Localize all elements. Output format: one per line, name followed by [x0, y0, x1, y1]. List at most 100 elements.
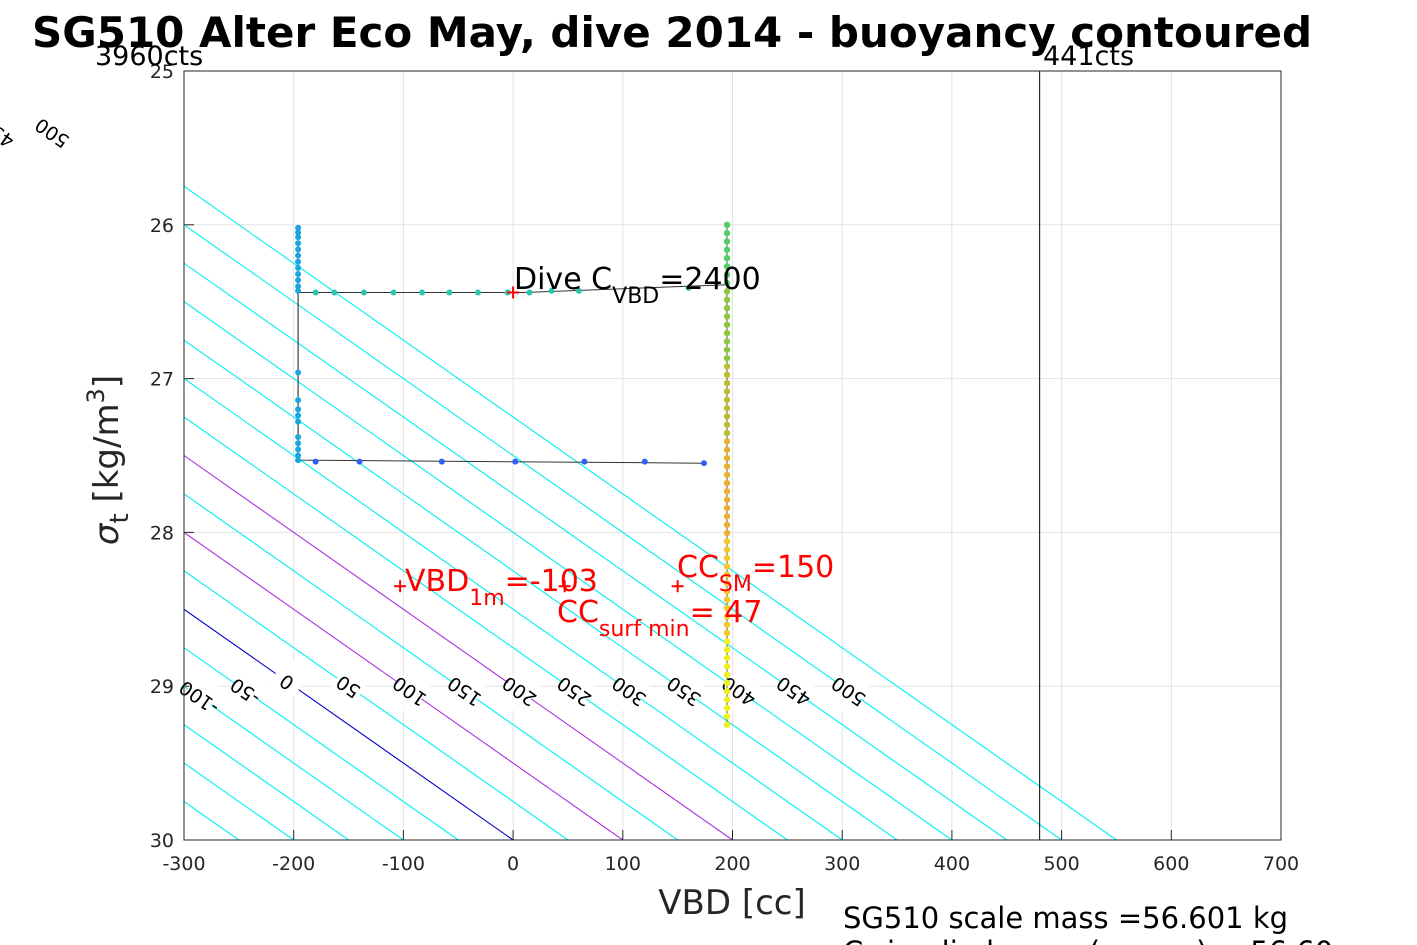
cc-sm-sub: SM — [719, 572, 752, 597]
y-tick-label: 25 — [150, 61, 174, 83]
data-point — [295, 224, 302, 231]
column-point — [723, 388, 731, 395]
cc-surf-min-sub: surf min — [599, 617, 690, 642]
y-tick-labels: 25 26 27 28 29 30 — [150, 61, 174, 852]
footer-implied-mass: C_ implied mass (sensor) = 56.60 — [843, 935, 1333, 945]
cc-sm-tail: =150 — [752, 550, 834, 585]
data-point — [295, 287, 302, 294]
column-point — [723, 229, 731, 237]
column-point — [723, 688, 731, 695]
counts-right-label: 441cts — [1043, 41, 1134, 72]
column-point — [723, 713, 731, 720]
lower-vbd-path — [297, 229, 706, 464]
vbd-1m-sub: 1m — [469, 586, 504, 611]
column-point — [723, 554, 731, 562]
column-point — [723, 246, 731, 253]
data-point — [295, 252, 302, 259]
data-point — [474, 289, 481, 296]
footer-scale-mass: SG510 scale mass =56.601 kg — [843, 901, 1288, 935]
data-point — [295, 234, 302, 241]
column-point — [723, 238, 731, 245]
column-point — [723, 613, 731, 620]
contour-label-bg — [222, 666, 269, 716]
contour-line — [184, 377, 843, 840]
column-point — [723, 463, 731, 470]
y-tick-label: 27 — [150, 369, 174, 391]
y-axis-unit: [kg/m — [87, 403, 127, 513]
cc-surf-min-annotation: CCsurf min= 47 — [557, 595, 762, 642]
column-point — [723, 638, 731, 645]
x-tick-labels: -300 -200 -100 0 100 200 300 400 500 600 700 — [162, 853, 1299, 875]
plot-axes-box — [183, 70, 1282, 841]
contour-line — [184, 685, 404, 840]
column-point — [723, 438, 731, 445]
dive-c-vbd-tail: =2400 — [659, 262, 760, 297]
column-point — [723, 329, 731, 337]
contour-line — [184, 647, 459, 840]
column-point — [723, 271, 731, 278]
column-point — [723, 221, 731, 228]
data-point — [295, 457, 302, 464]
x-axis-label: VBD [cc] — [658, 883, 806, 923]
vbd-paths — [297, 224, 728, 725]
contour-line — [184, 493, 678, 840]
data-point — [295, 246, 302, 253]
data-point — [641, 458, 648, 465]
column-point — [723, 504, 731, 512]
column-point — [723, 371, 731, 378]
contour-line — [184, 301, 953, 840]
data-points — [295, 221, 731, 728]
column-point — [723, 721, 731, 728]
data-point — [295, 412, 302, 419]
contour-label-bg — [606, 666, 653, 716]
column-point — [723, 588, 731, 595]
y-axis-subscript: t — [105, 513, 135, 523]
data-point — [295, 240, 302, 247]
upper-vbd-path — [298, 284, 728, 293]
column-point — [723, 363, 731, 370]
column-point — [723, 313, 731, 320]
data-point — [295, 229, 302, 236]
dive-c-vbd-main: Dive C — [514, 262, 612, 297]
data-point — [295, 434, 302, 441]
data-point — [295, 452, 302, 459]
dive-c-vbd-annotation: Dive CVBD=2400 — [514, 262, 761, 309]
data-point — [700, 460, 707, 467]
contour-label-bg — [441, 666, 488, 716]
column-point — [723, 596, 731, 603]
column-point — [723, 529, 731, 537]
column-point — [723, 396, 731, 403]
cc-sm-annotation: CCSM=150 — [677, 550, 834, 597]
dive-c-vbd-sub: VBD — [612, 284, 659, 309]
contour-line — [184, 224, 1062, 840]
cc-sm-main: CC — [677, 550, 719, 585]
data-point — [331, 289, 338, 296]
y-axis-label: σt [kg/m3] — [82, 375, 135, 545]
data-point — [295, 418, 302, 425]
column-point — [723, 288, 731, 295]
data-point — [295, 264, 302, 271]
column-point — [723, 346, 731, 353]
data-point — [295, 258, 302, 265]
data-point — [295, 283, 302, 290]
x-tick-label: 600 — [1153, 853, 1189, 875]
vbd-1m-annotation: VBD1m=-103 — [405, 564, 598, 611]
x-tick-label: 100 — [605, 853, 641, 875]
data-point — [438, 458, 445, 465]
y-tick-label: 30 — [150, 830, 174, 852]
contour-label-bg — [387, 666, 433, 716]
y-axis-close: ] — [87, 375, 127, 388]
x-tick-label: 0 — [507, 853, 519, 875]
counts-left-label: 3960cts — [95, 41, 203, 72]
contour-label-bg — [0, 108, 21, 157]
column-point — [723, 279, 731, 287]
contour-line — [184, 339, 898, 840]
contour-label-bg — [264, 657, 311, 706]
column-point — [723, 671, 731, 678]
column-point — [723, 454, 731, 462]
column-point — [723, 521, 731, 528]
chart-title: SG510 Alter Eco May, dive 2014 - buoyanc… — [32, 8, 1312, 57]
cc-surf-min-main: CC — [557, 595, 599, 630]
column-point — [723, 704, 731, 712]
